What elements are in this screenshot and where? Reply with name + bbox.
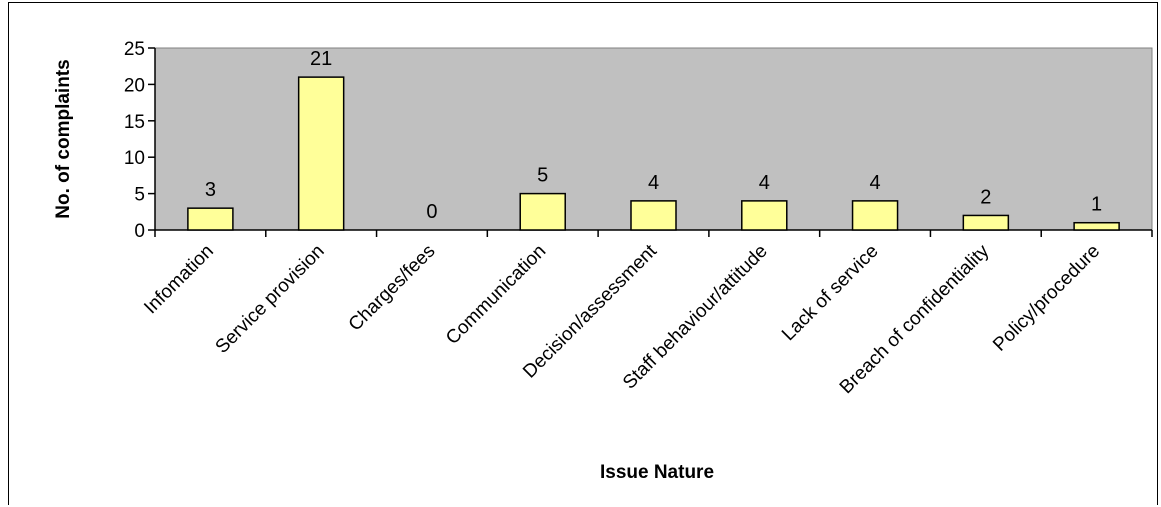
data-label: 4: [869, 172, 880, 194]
bar: [187, 207, 234, 231]
bars: [187, 76, 1120, 231]
x-tick-label: Lack of service: [778, 241, 882, 345]
y-tick-label: 25: [124, 39, 145, 60]
bar: [630, 200, 677, 231]
x-tick-label: Infomation: [140, 241, 218, 319]
y-axis-title: No. of complaints: [53, 59, 74, 218]
x-tick-label: Policy/procedure: [989, 241, 1104, 356]
chart-frame: [8, 2, 1158, 505]
bar: [741, 200, 788, 231]
data-label: 5: [537, 165, 548, 187]
data-label: 3: [205, 179, 216, 201]
data-label: 4: [648, 172, 659, 194]
bar: [851, 200, 899, 231]
x-tick-label: Charges/fees: [345, 241, 440, 336]
data-label: 0: [426, 201, 437, 223]
y-tick-label: 20: [124, 75, 145, 96]
y-tick-label: 0: [134, 221, 145, 242]
bar: [1073, 221, 1120, 231]
data-label: 4: [759, 172, 770, 194]
bar: [297, 76, 345, 231]
bar: [962, 214, 1010, 231]
x-axis-title: Issue Nature: [600, 462, 714, 483]
data-label: 2: [980, 186, 991, 208]
y-tick-label: 5: [134, 185, 145, 206]
x-tick-label: Service provision: [212, 241, 329, 358]
y-tick-label: 15: [124, 112, 145, 133]
x-tick-label: Communication: [442, 241, 550, 349]
y-tick-label: 10: [124, 148, 145, 169]
y-axis: 0 5 10 15 20 25: [124, 39, 156, 242]
bar: [519, 192, 566, 231]
data-label: 21: [310, 48, 332, 70]
x-axis: [154, 229, 1153, 237]
data-label: 1: [1091, 194, 1102, 216]
